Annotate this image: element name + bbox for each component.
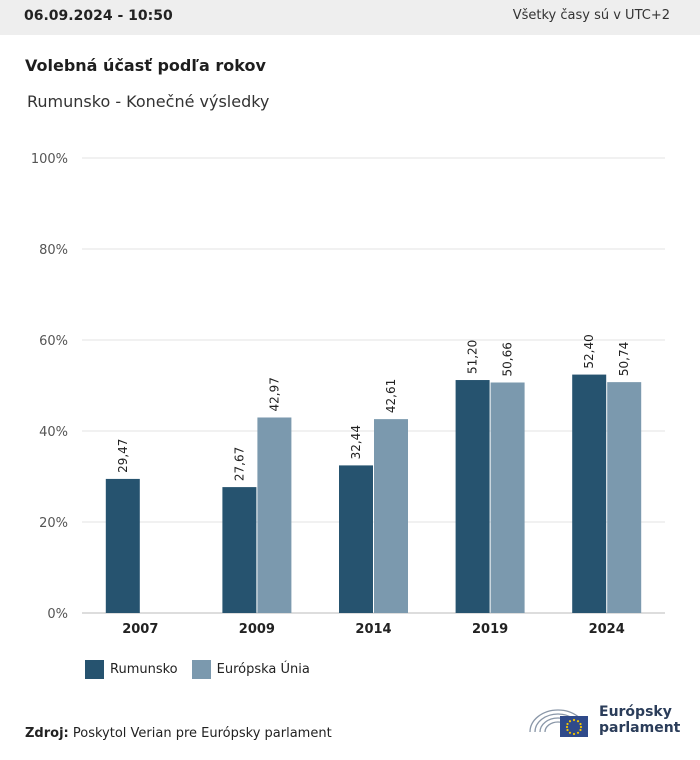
data-label: 52,40 [582, 334, 596, 368]
source-label: Zdroj: [25, 726, 69, 741]
logo-text-line1: Európsky [599, 704, 672, 720]
legend-item-eu: Európska Únia [191, 660, 310, 679]
y-tick-label: 60% [39, 334, 68, 349]
y-tick-label: 40% [39, 425, 68, 440]
legend-label-eu: Európska Únia [216, 662, 310, 677]
y-tick-label: 20% [39, 516, 68, 531]
bar [339, 465, 373, 613]
bar [455, 380, 490, 613]
data-label: 29,47 [116, 439, 130, 473]
legend: Rumunsko Európska Únia [85, 660, 324, 679]
bar [222, 487, 257, 613]
bar [490, 382, 525, 613]
y-tick-label: 0% [47, 607, 68, 622]
x-tick-label: 2024 [589, 622, 625, 637]
legend-label-romania: Rumunsko [110, 662, 178, 677]
report-date: 06.09.2024 - 10:50 [24, 8, 173, 24]
logo-text-line2: parlament [599, 720, 681, 736]
data-label: 50,74 [617, 342, 631, 376]
european-parliament-logo: Európsky parlament [527, 702, 680, 738]
data-label: 51,20 [466, 340, 480, 374]
chart-title: Volebná účasť podľa rokov [25, 56, 266, 75]
source-text: Poskytol Verian pre Európsky parlament [72, 726, 332, 741]
legend-swatch-romania [85, 660, 104, 679]
bar [607, 382, 642, 613]
x-tick-label: 2014 [355, 622, 391, 637]
chart-subtitle: Rumunsko - Konečné výsledky [27, 92, 270, 111]
bar [105, 478, 140, 613]
x-tick-label: 2007 [122, 622, 158, 637]
y-tick-label: 100% [31, 152, 68, 167]
bar-chart: 0% 20% 40% 60% 80% 100% 2007 29,47 2009 27,67 42,9… [31, 152, 665, 637]
x-tick-label: 2009 [239, 622, 275, 637]
x-tick-label: 2019 [472, 622, 508, 637]
legend-item-romania: Rumunsko [85, 660, 178, 679]
timezone-note: Všetky časy sú v UTC+2 [512, 8, 670, 23]
logo-text: Európsky parlament [599, 704, 680, 736]
data-label: 27,67 [232, 447, 246, 481]
data-label: 32,44 [349, 425, 363, 459]
bar [572, 374, 607, 613]
y-tick-label: 80% [39, 243, 68, 258]
bar [374, 419, 408, 613]
top-bar: 06.09.2024 - 10:50 Všetky časy sú v UTC+… [0, 0, 700, 35]
data-label: 42,61 [384, 379, 398, 413]
source-note: Zdroj: Poskytol Verian pre Európsky parl… [25, 726, 332, 741]
legend-swatch-eu [191, 660, 211, 679]
bar [257, 417, 292, 613]
data-label: 50,66 [501, 342, 515, 376]
data-label: 42,97 [267, 377, 281, 411]
parliament-hemicycle-icon [529, 709, 588, 737]
